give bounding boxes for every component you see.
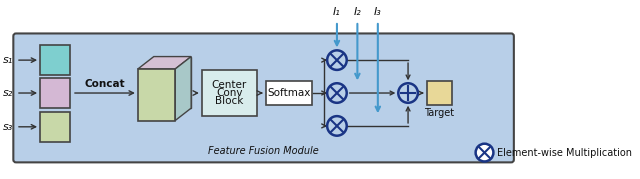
Text: Feature Fusion Module: Feature Fusion Module [208, 146, 319, 156]
Text: I₃: I₃ [374, 8, 381, 18]
Text: s₃: s₃ [3, 122, 13, 132]
Bar [40, 78, 70, 108]
Polygon shape [138, 57, 191, 69]
Text: Block: Block [215, 96, 244, 106]
FancyBboxPatch shape [13, 33, 514, 162]
Bar [266, 81, 312, 105]
Text: Conv: Conv [216, 88, 243, 98]
Text: I₂: I₂ [353, 8, 361, 18]
Circle shape [327, 116, 347, 136]
Bar [40, 112, 70, 142]
Bar [202, 70, 257, 116]
Circle shape [476, 144, 493, 161]
Bar [138, 69, 175, 121]
Bar [40, 45, 70, 75]
Text: Center: Center [212, 80, 247, 90]
Text: I₁: I₁ [333, 8, 341, 18]
Bar [427, 81, 452, 105]
Text: Element-wise Multiplication: Element-wise Multiplication [497, 147, 632, 158]
Circle shape [327, 83, 347, 103]
Text: Concat: Concat [84, 79, 125, 90]
Text: Softmax: Softmax [268, 88, 310, 98]
Polygon shape [175, 57, 191, 121]
Text: s₁: s₁ [3, 55, 13, 65]
Polygon shape [154, 57, 191, 108]
Circle shape [398, 83, 418, 103]
Circle shape [327, 50, 347, 70]
Text: Target: Target [424, 108, 454, 118]
Text: s₂: s₂ [3, 88, 13, 98]
